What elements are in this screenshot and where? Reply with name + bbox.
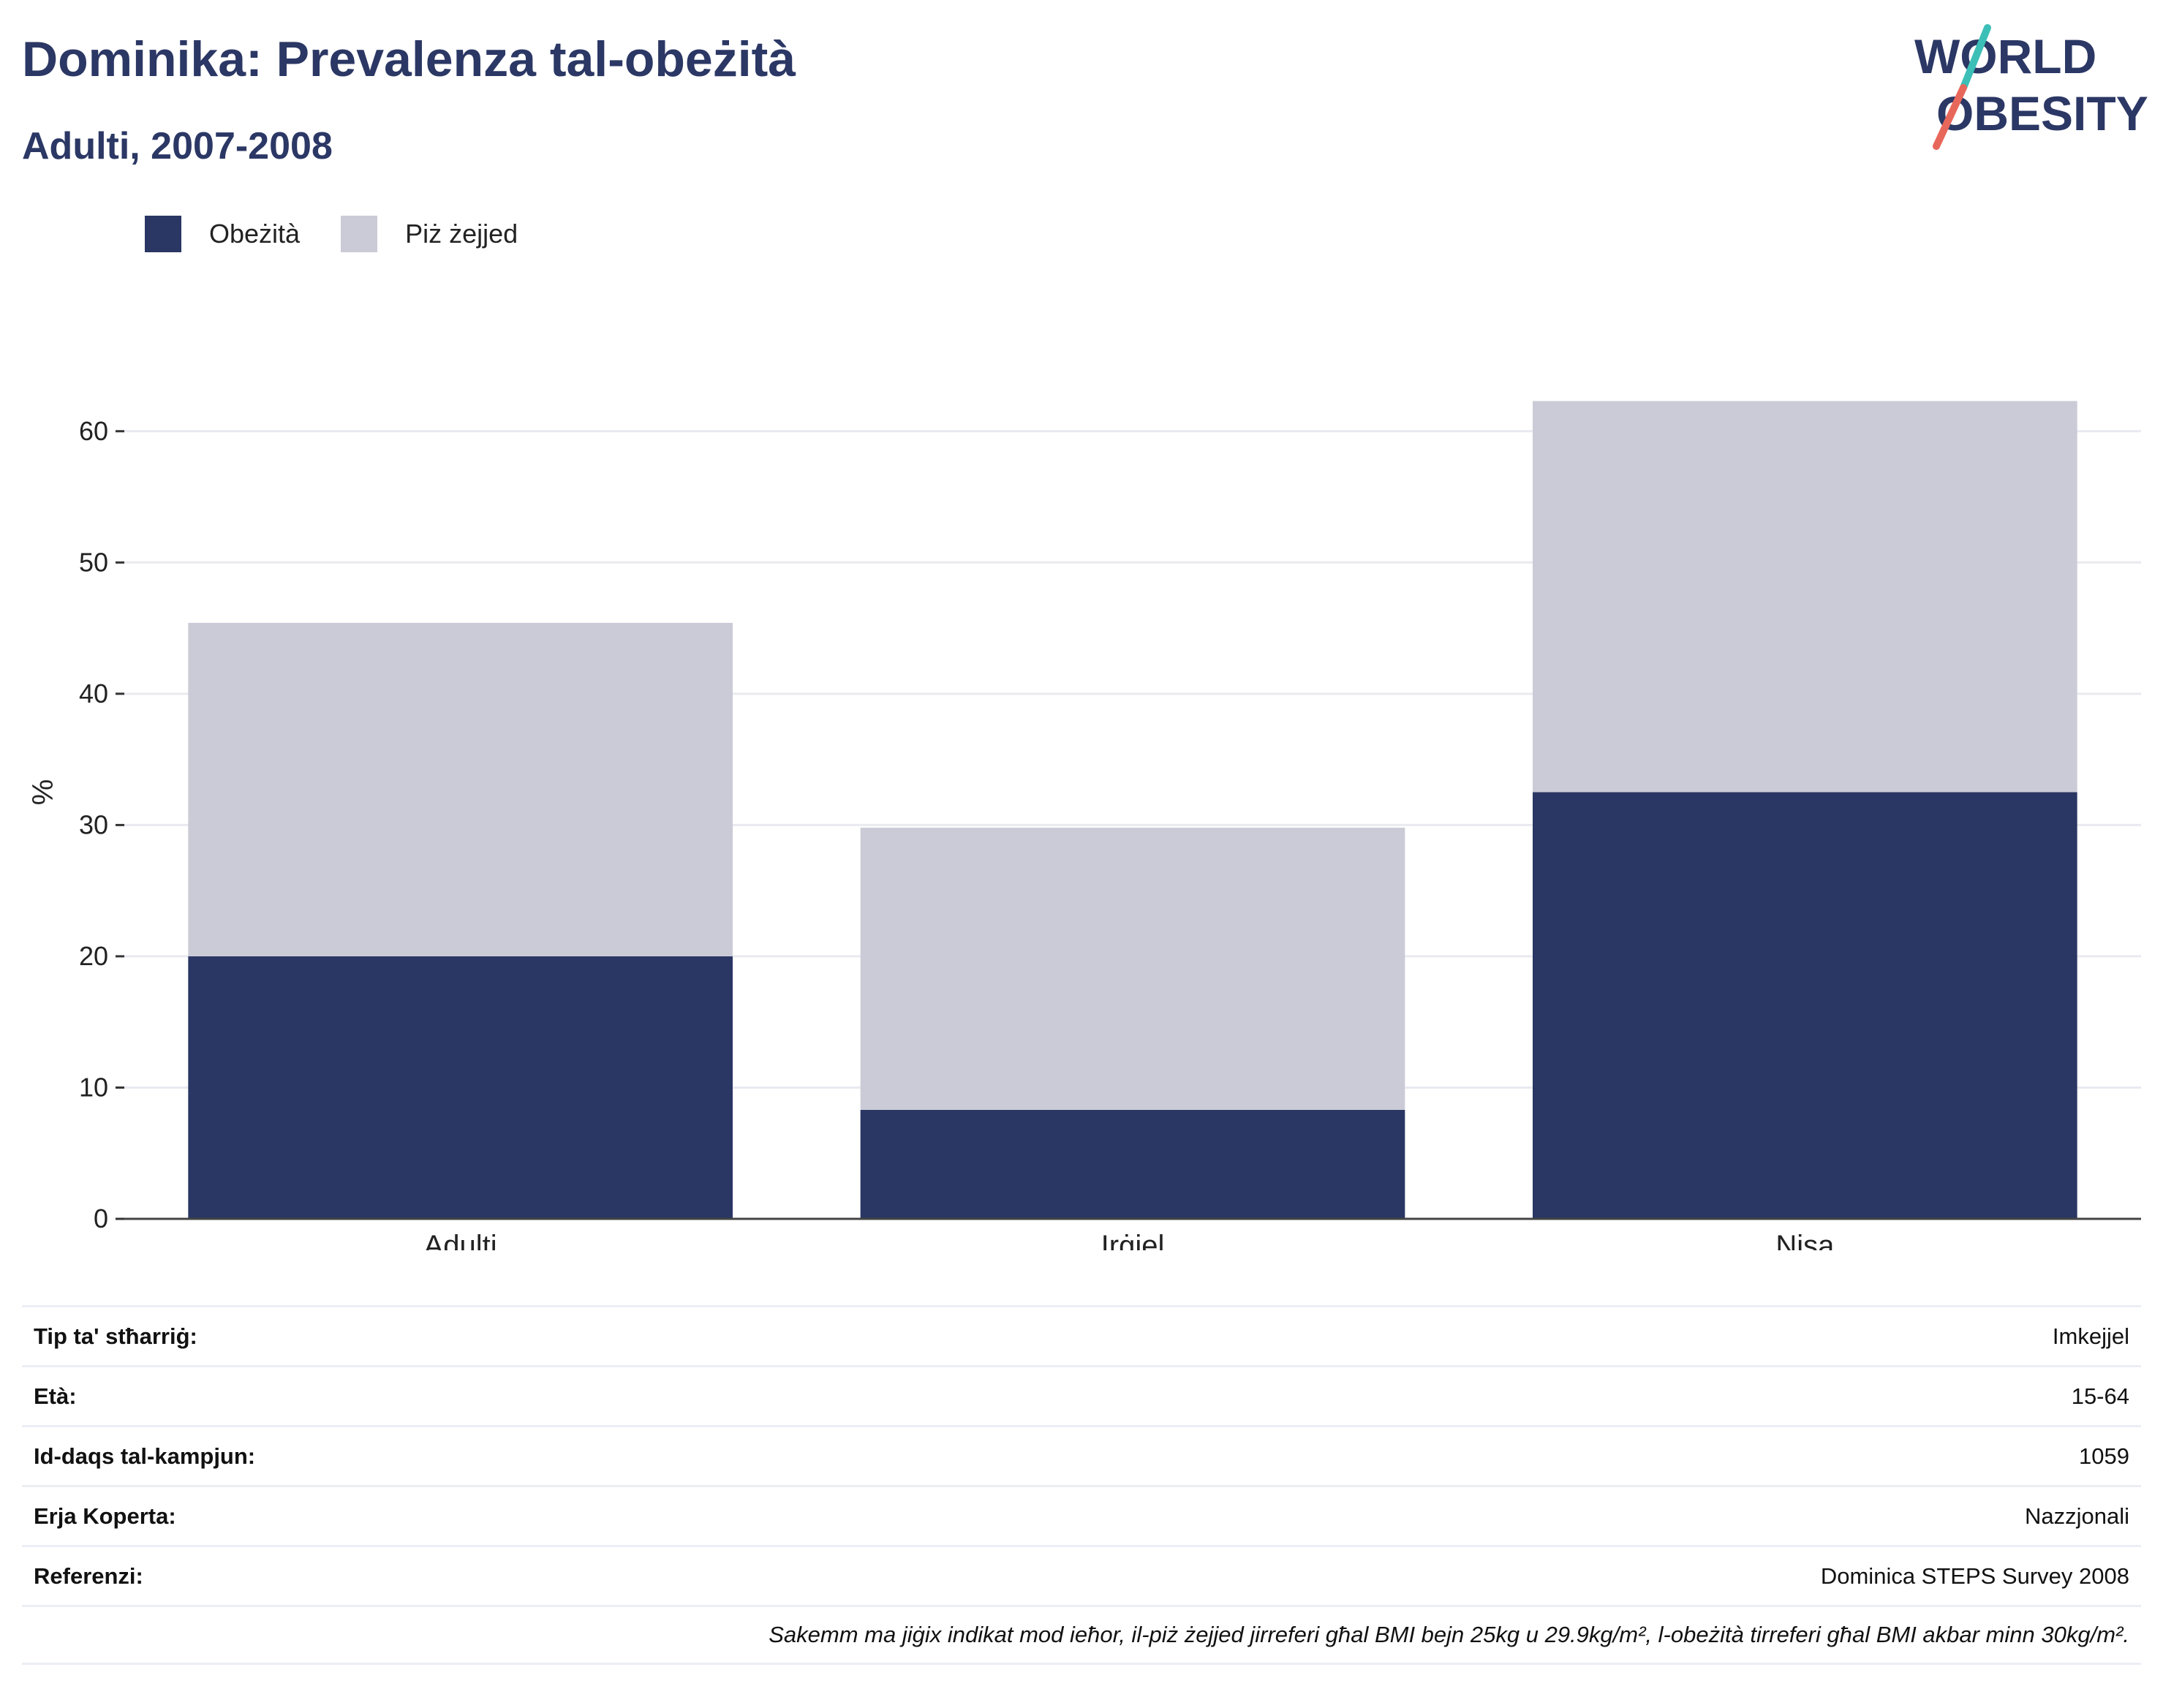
- bar-obesity-1[interactable]: [860, 1109, 1405, 1219]
- info-label: Tip ta' stħarriġ:: [34, 1323, 197, 1349]
- y-tick-label: 10: [79, 1072, 108, 1102]
- info-value: Nazzjonali: [2024, 1503, 2129, 1529]
- logo-line2: OBESITY: [1936, 86, 2148, 140]
- legend-swatch-overweight: [341, 216, 378, 252]
- legend-item-obesity[interactable]: Obeżità: [145, 216, 300, 252]
- definition-note: Sakemm ma jiġix indikat mod ieħor, il-pi…: [22, 1605, 2141, 1665]
- bar-overweight-2[interactable]: [1533, 401, 2077, 793]
- info-row-sample-size: Id-daqs tal-kampjun: 1059: [22, 1425, 2141, 1485]
- bar-obesity-0[interactable]: [188, 956, 733, 1219]
- logo-slash-teal: [1960, 24, 1991, 91]
- info-row-references: Referenzi: Dominica STEPS Survey 2008: [22, 1545, 2141, 1605]
- info-value: Imkejjel: [2052, 1323, 2129, 1349]
- info-value: 1059: [2079, 1443, 2129, 1469]
- legend-label-overweight: Piż żejjed: [405, 219, 518, 249]
- bar-overweight-0[interactable]: [188, 622, 733, 956]
- info-label: Età:: [34, 1383, 77, 1409]
- legend-label-obesity: Obeżità: [209, 219, 301, 249]
- legend-swatch-obesity: [145, 216, 181, 252]
- legend-item-overweight[interactable]: Piż żejjed: [341, 216, 518, 252]
- y-tick-label: 50: [79, 547, 108, 577]
- info-row-survey-type: Tip ta' stħarriġ: Imkejjel: [22, 1305, 2141, 1365]
- bar-overweight-1[interactable]: [860, 827, 1405, 1110]
- y-tick-label: 40: [79, 679, 108, 708]
- y-tick-label: 0: [94, 1203, 108, 1233]
- y-axis-label: %: [27, 779, 59, 806]
- info-label: Id-daqs tal-kampjun:: [34, 1443, 256, 1469]
- logo-line1: WORLD: [1914, 29, 2096, 83]
- stacked-bar-chart: 0 10 20 30 40 50 60% Adulti Irġiel Nisa: [27, 401, 2141, 1250]
- y-tick-label: 20: [79, 941, 108, 971]
- world-obesity-logo: WORLD OBESITY: [1914, 24, 2148, 150]
- info-value: Dominica STEPS Survey 2008: [1820, 1562, 2129, 1589]
- page-title: Dominika: Prevalenza tal-obeżità: [22, 31, 796, 87]
- y-tick-label: 60: [79, 416, 108, 446]
- logo-slash-coral: [1933, 84, 1967, 150]
- info-row-age: Età: 15-64: [22, 1365, 2141, 1425]
- page-subtitle: Adulti, 2007-2008: [22, 125, 333, 167]
- x-tick-label: Adulti: [424, 1230, 497, 1250]
- survey-info-table: Tip ta' stħarriġ: Imkejjel Età: 15-64 Id…: [22, 1305, 2141, 1665]
- info-label: Referenzi:: [34, 1562, 143, 1589]
- x-tick-label: Nisa: [1775, 1230, 1835, 1250]
- bar-obesity-2[interactable]: [1533, 792, 2077, 1220]
- x-tick-label: Irġiel: [1101, 1230, 1165, 1250]
- info-row-area-covered: Erja Koperta: Nazzjonali: [22, 1485, 2141, 1545]
- chart-legend: Obeżità Piż żejjed: [145, 212, 559, 256]
- y-tick-label: 30: [79, 809, 108, 839]
- info-label: Erja Koperta:: [34, 1503, 176, 1529]
- info-value: 15-64: [2071, 1383, 2129, 1409]
